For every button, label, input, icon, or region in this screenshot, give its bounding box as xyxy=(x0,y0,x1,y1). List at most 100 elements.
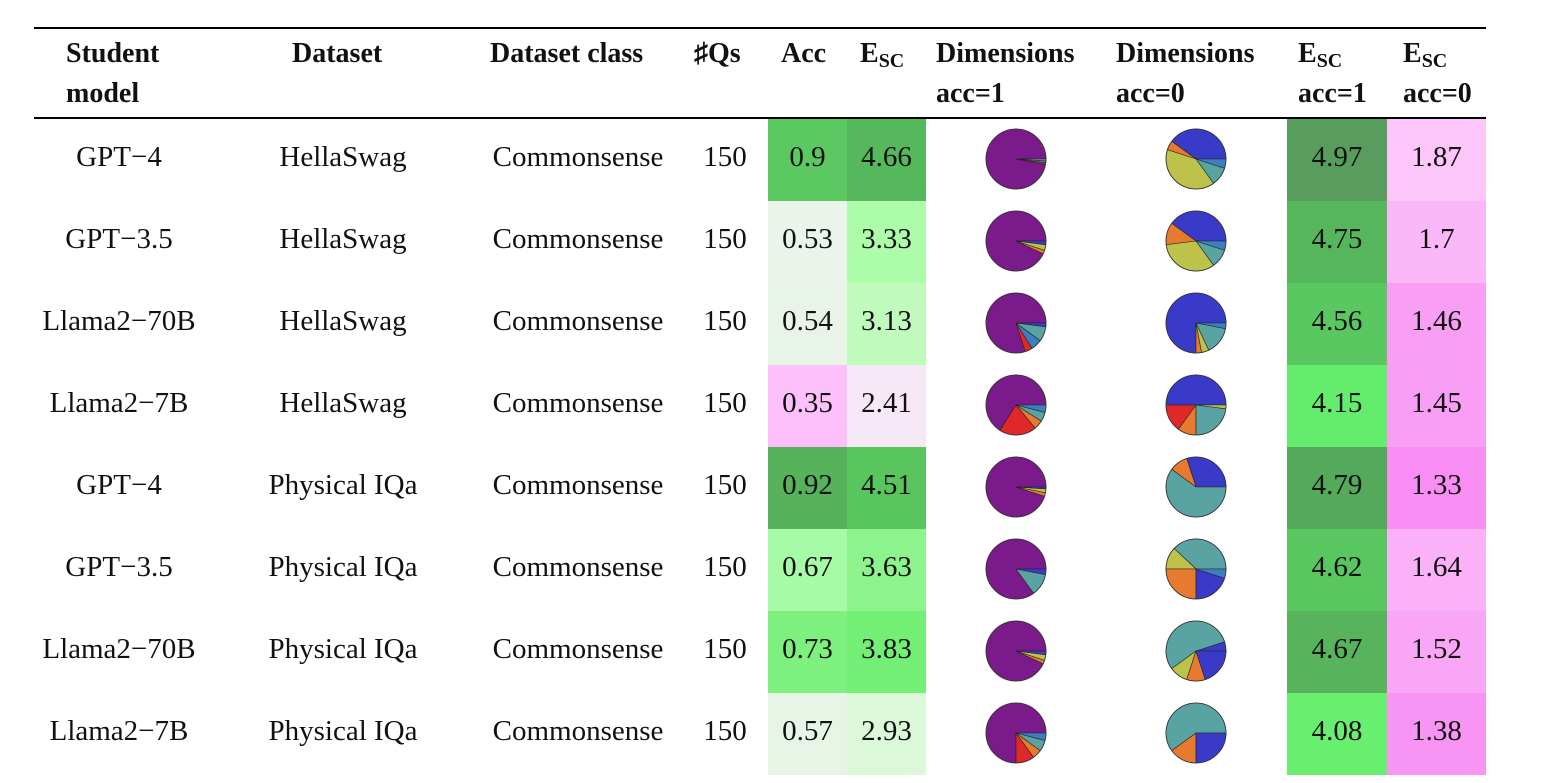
cell-esc: 3.13 xyxy=(861,305,912,337)
cell-esc-acc1-bg xyxy=(1287,447,1387,529)
cell-acc-bg xyxy=(768,201,847,283)
cell-num-qs: 150 xyxy=(703,469,747,501)
cell-acc-bg xyxy=(768,529,847,611)
cell-esc-acc1-bg xyxy=(1287,529,1387,611)
cell-acc: 0.92 xyxy=(782,469,833,501)
header-dataset-class: Dataset class xyxy=(490,38,644,69)
header-esc-acc1: ESC acc=1 xyxy=(1298,34,1367,114)
cell-student-model: GPT−3.5 xyxy=(65,223,173,255)
cell-esc: 3.63 xyxy=(861,551,912,583)
cell-esc-bg xyxy=(847,283,926,365)
table-header-rule xyxy=(34,117,1486,119)
cell-esc-bg xyxy=(847,611,926,693)
pie-slice xyxy=(1195,732,1227,764)
cell-acc: 0.54 xyxy=(782,305,833,337)
header-esc: ESC xyxy=(860,34,904,74)
cell-esc-acc0-bg xyxy=(1387,611,1486,693)
cell-esc-acc0: 1.64 xyxy=(1411,551,1462,583)
cell-esc-acc0-bg xyxy=(1387,119,1486,201)
cell-dataset-class: Commonsense xyxy=(492,551,664,583)
cell-student-model: GPT−4 xyxy=(76,469,162,501)
cell-esc: 2.41 xyxy=(861,387,912,419)
cell-dataset: Physical IQa xyxy=(268,633,418,665)
header-esc-acc0-tail: acc=0 xyxy=(1403,78,1472,109)
pie-outline xyxy=(1165,128,1227,190)
cell-esc-acc1: 4.15 xyxy=(1311,387,1363,419)
pie-dimensions-acc0 xyxy=(1165,456,1227,518)
pie-outline xyxy=(1165,292,1227,354)
cell-esc-acc0-bg xyxy=(1387,693,1486,775)
cell-esc: 4.66 xyxy=(861,141,912,173)
cell-esc-acc1: 4.79 xyxy=(1311,469,1363,501)
header-dims-acc1: Dimensions acc=1 xyxy=(936,38,1075,109)
cell-esc-acc1: 4.56 xyxy=(1311,305,1363,337)
cell-esc-bg xyxy=(847,447,926,529)
pie-dimensions-acc0 xyxy=(1165,374,1227,436)
cell-esc-acc1-bg xyxy=(1287,119,1387,201)
cell-esc-acc0: 1.33 xyxy=(1411,469,1462,501)
cell-esc-bg xyxy=(847,201,926,283)
pie-outline xyxy=(1165,702,1227,764)
cell-acc-bg xyxy=(768,365,847,447)
cell-acc: 0.57 xyxy=(782,715,833,747)
cell-esc-acc0-bg xyxy=(1387,283,1486,365)
table-row: 0.67 3.63 4.62 1.64 GPT−3.5 Physical IQa Commo… xyxy=(0,529,1550,611)
pie-outline xyxy=(985,620,1047,682)
cell-num-qs: 150 xyxy=(703,715,747,747)
cell-esc-acc0: 1.45 xyxy=(1411,387,1462,419)
header-num-qs: ♯Qs xyxy=(694,38,741,69)
pie-outline xyxy=(1165,210,1227,272)
cell-esc-acc0: 1.52 xyxy=(1411,633,1462,665)
header-esc-acc0-sub: SC xyxy=(1421,50,1448,72)
cell-esc-acc1: 4.08 xyxy=(1311,715,1363,747)
cell-acc: 0.35 xyxy=(782,387,833,419)
pie-outline xyxy=(985,374,1047,436)
cell-dataset-class: Commonsense xyxy=(492,387,664,419)
table-top-rule xyxy=(34,27,1486,29)
cell-acc: 0.73 xyxy=(782,633,833,665)
cell-acc-bg xyxy=(768,119,847,201)
pie-outline xyxy=(1165,620,1227,682)
pie-outline xyxy=(1165,456,1227,518)
pie-dimensions-acc0 xyxy=(1165,128,1227,190)
cell-esc-bg xyxy=(847,365,926,447)
pie-outline xyxy=(985,702,1047,764)
cell-esc-acc1-bg xyxy=(1287,283,1387,365)
cell-num-qs: 150 xyxy=(703,141,747,173)
table-row: 0.54 3.13 4.56 1.46 Llama2−70B HellaSwag Commo… xyxy=(0,283,1550,365)
cell-num-qs: 150 xyxy=(703,223,747,255)
pie-outline xyxy=(985,210,1047,272)
pie-dimensions-acc1 xyxy=(985,538,1047,600)
cell-acc-bg xyxy=(768,447,847,529)
pie-dimensions-acc1 xyxy=(985,210,1047,272)
header-esc-main: E xyxy=(860,38,879,69)
pie-outline xyxy=(985,456,1047,518)
table-row: 0.53 3.33 4.75 1.7 GPT−3.5 HellaSwag Commonsen… xyxy=(0,201,1550,283)
cell-acc-bg xyxy=(768,283,847,365)
cell-acc-bg xyxy=(768,693,847,775)
pie-dimensions-acc1 xyxy=(985,128,1047,190)
cell-esc-acc1: 4.62 xyxy=(1311,551,1363,583)
header-esc-acc1-main: E xyxy=(1298,38,1317,69)
cell-acc: 0.9 xyxy=(789,141,826,173)
header-esc-sub: SC xyxy=(878,50,905,72)
cell-esc-acc0-bg xyxy=(1387,365,1486,447)
pie-slice xyxy=(1165,374,1227,406)
cell-dataset-class: Commonsense xyxy=(492,223,664,255)
cell-esc-acc1-bg xyxy=(1287,201,1387,283)
pie-outline xyxy=(985,128,1047,190)
cell-esc-acc1-bg xyxy=(1287,365,1387,447)
cell-dataset-class: Commonsense xyxy=(492,469,664,501)
pie-outline xyxy=(985,292,1047,354)
header-esc-acc0: ESC acc=0 xyxy=(1403,34,1472,114)
cell-esc: 3.33 xyxy=(861,223,912,255)
cell-acc-bg xyxy=(768,611,847,693)
cell-dataset: Physical IQa xyxy=(268,469,418,501)
cell-esc-acc1: 4.97 xyxy=(1311,141,1363,173)
cell-esc-acc0-bg xyxy=(1387,447,1486,529)
cell-dataset-class: Commonsense xyxy=(492,633,664,665)
cell-esc-acc0: 1.87 xyxy=(1411,141,1462,173)
pie-dimensions-acc0 xyxy=(1165,620,1227,682)
pie-dimensions-acc1 xyxy=(985,702,1047,764)
cell-esc-acc1: 4.67 xyxy=(1311,633,1363,665)
